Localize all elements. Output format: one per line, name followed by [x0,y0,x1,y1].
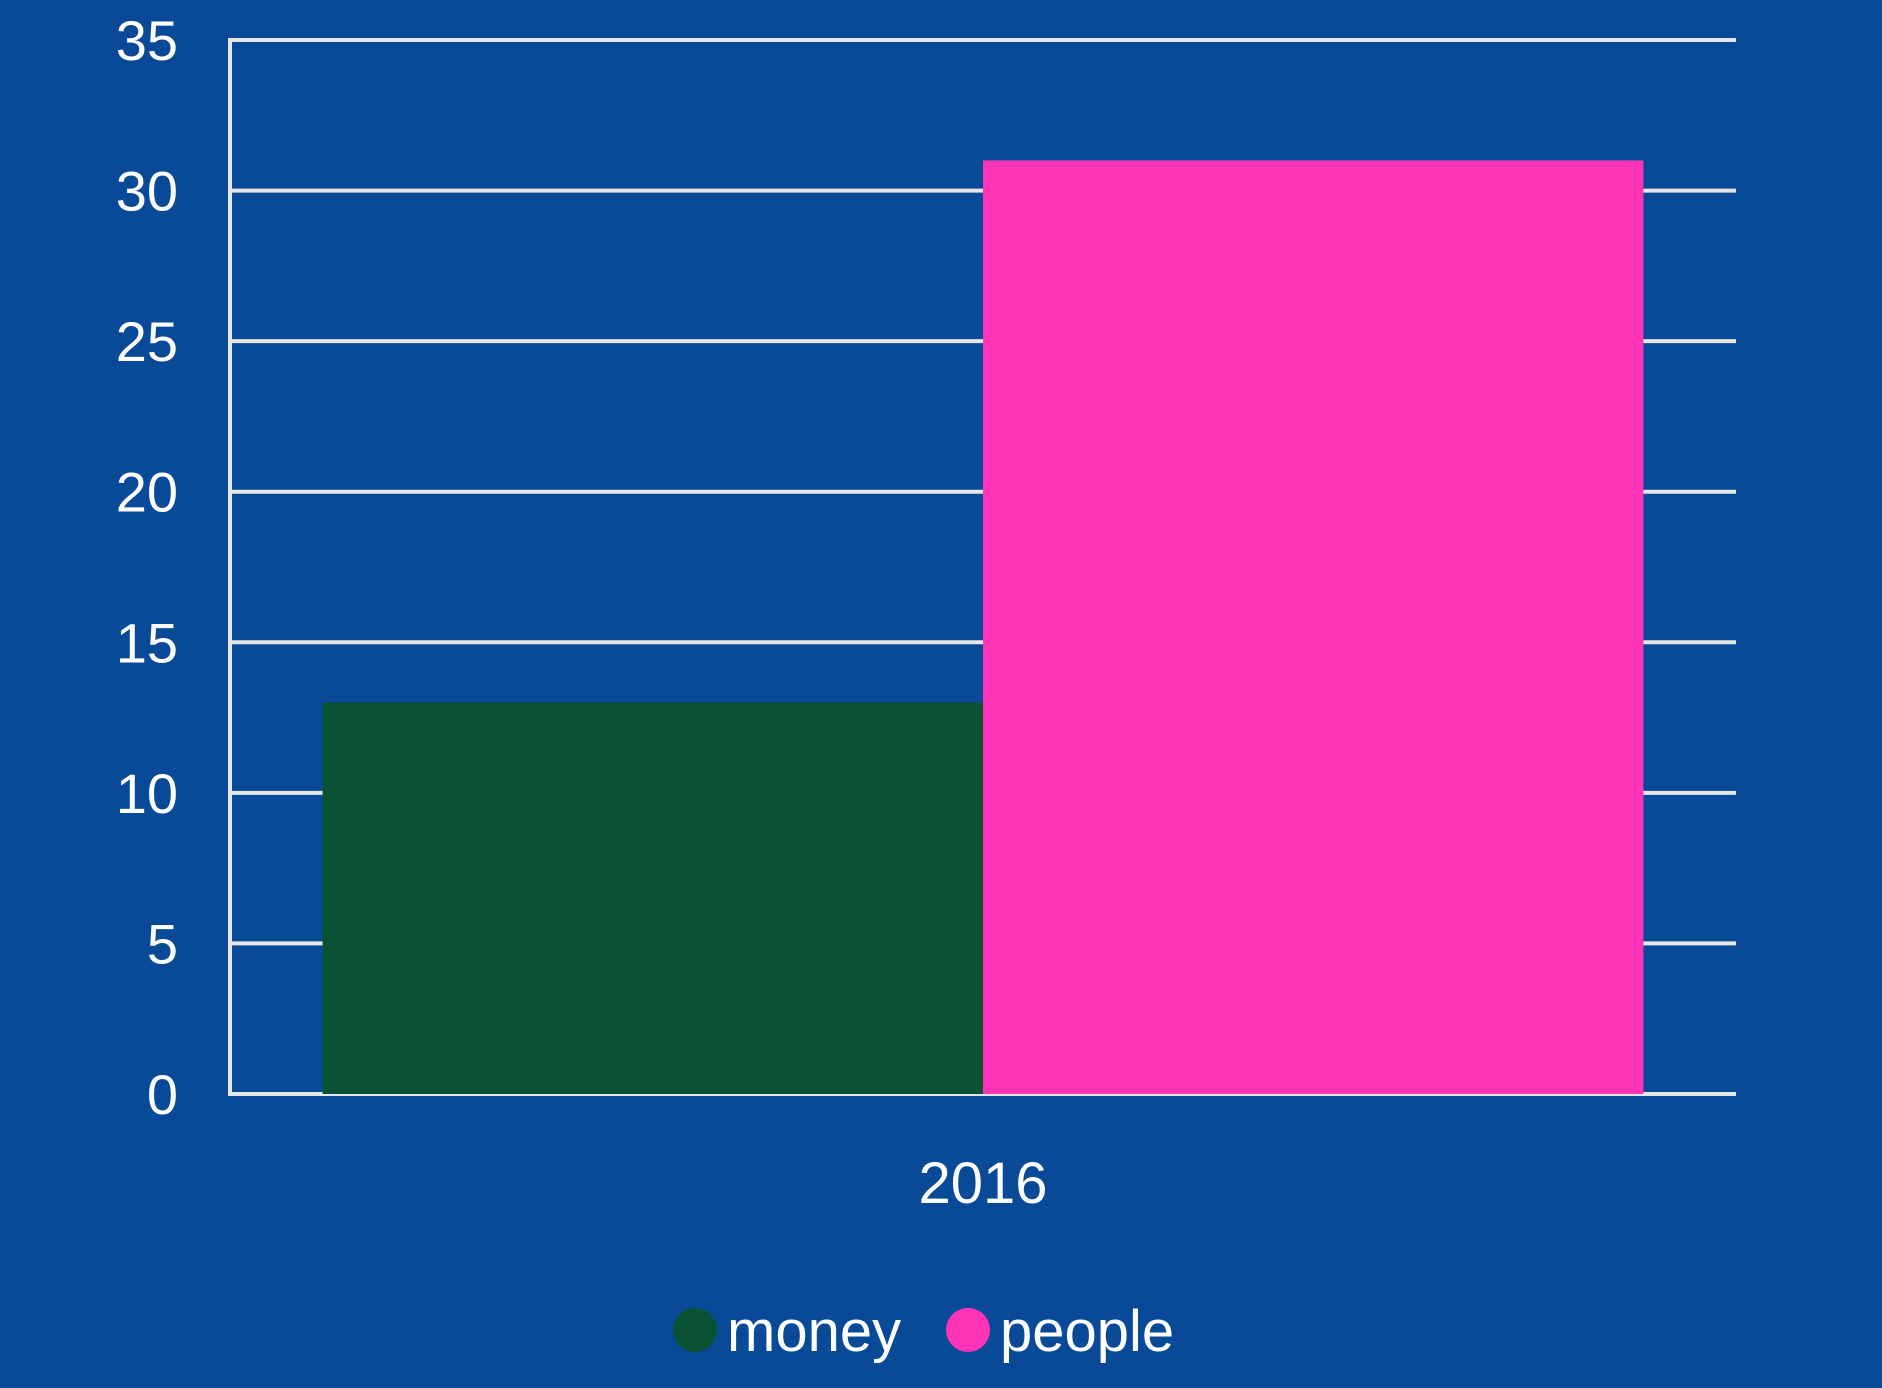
x-axis-category-labels: 2016 [918,1151,1047,1216]
legend: money people [673,1299,1174,1364]
bar-people-2016 [983,160,1644,1094]
legend-swatch-people [946,1308,990,1352]
bar-money-2016 [322,702,983,1094]
legend-swatch-money [673,1308,717,1352]
y-tick-label: 20 [116,461,178,524]
y-tick-label: 10 [116,762,178,825]
y-tick-label: 25 [116,310,178,373]
bars [322,160,1644,1094]
y-axis-tick-labels: 0 5 10 15 20 25 30 35 [116,9,178,1126]
legend-label-people: people [1000,1299,1174,1364]
y-tick-label: 15 [116,611,178,674]
y-tick-label: 0 [147,1063,178,1126]
y-tick-label: 30 [116,160,178,223]
x-category-label: 2016 [918,1151,1047,1216]
y-tick-label: 5 [147,912,178,975]
legend-label-money: money [727,1299,901,1364]
y-tick-label: 35 [116,9,178,72]
